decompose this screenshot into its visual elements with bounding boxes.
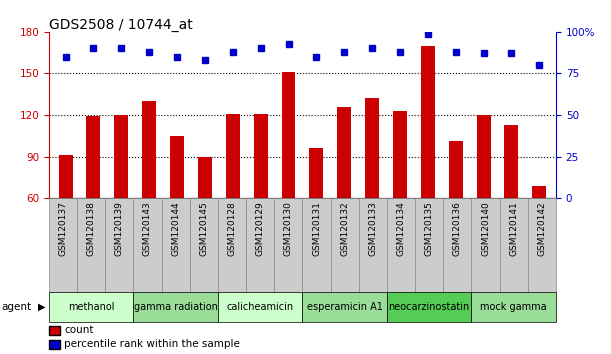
Bar <box>448 141 463 198</box>
Text: GSM120137: GSM120137 <box>59 201 67 256</box>
Bar <box>393 111 407 198</box>
Text: calicheamicin: calicheamicin <box>227 302 294 312</box>
Text: GSM120141: GSM120141 <box>509 201 518 256</box>
Text: gamma radiation: gamma radiation <box>134 302 218 312</box>
Bar <box>142 101 156 198</box>
Bar <box>226 114 240 198</box>
Text: ▶: ▶ <box>38 302 46 312</box>
Text: GSM120130: GSM120130 <box>284 201 293 256</box>
Text: mock gamma: mock gamma <box>480 302 547 312</box>
Text: GSM120135: GSM120135 <box>425 201 434 256</box>
Bar <box>337 107 351 198</box>
Bar <box>114 115 128 198</box>
Text: methanol: methanol <box>68 302 114 312</box>
Text: GSM120138: GSM120138 <box>87 201 96 256</box>
Text: GSM120133: GSM120133 <box>368 201 378 256</box>
Text: GSM120132: GSM120132 <box>340 201 349 256</box>
Bar <box>282 72 296 198</box>
Text: GSM120140: GSM120140 <box>481 201 490 256</box>
Text: GSM120134: GSM120134 <box>397 201 406 256</box>
Bar <box>309 148 323 198</box>
Text: esperamicin A1: esperamicin A1 <box>307 302 382 312</box>
Bar <box>254 114 268 198</box>
Text: count: count <box>64 325 93 335</box>
Text: GSM120131: GSM120131 <box>312 201 321 256</box>
Bar <box>532 186 546 198</box>
Bar <box>477 115 491 198</box>
Text: agent: agent <box>1 302 31 312</box>
Text: neocarzinostatin: neocarzinostatin <box>389 302 470 312</box>
Text: GSM120142: GSM120142 <box>538 201 546 256</box>
Text: GSM120139: GSM120139 <box>115 201 124 256</box>
Text: GSM120136: GSM120136 <box>453 201 462 256</box>
Text: GDS2508 / 10744_at: GDS2508 / 10744_at <box>49 18 192 32</box>
Text: percentile rank within the sample: percentile rank within the sample <box>64 339 240 349</box>
Text: GSM120144: GSM120144 <box>171 201 180 256</box>
Text: GSM120145: GSM120145 <box>199 201 208 256</box>
Text: GSM120129: GSM120129 <box>255 201 265 256</box>
Bar <box>505 125 518 198</box>
Bar <box>198 156 212 198</box>
Text: GSM120128: GSM120128 <box>227 201 236 256</box>
Text: GSM120143: GSM120143 <box>143 201 152 256</box>
Bar <box>87 116 100 198</box>
Bar <box>59 155 73 198</box>
Bar <box>170 136 184 198</box>
Bar <box>421 46 435 198</box>
Bar <box>365 98 379 198</box>
